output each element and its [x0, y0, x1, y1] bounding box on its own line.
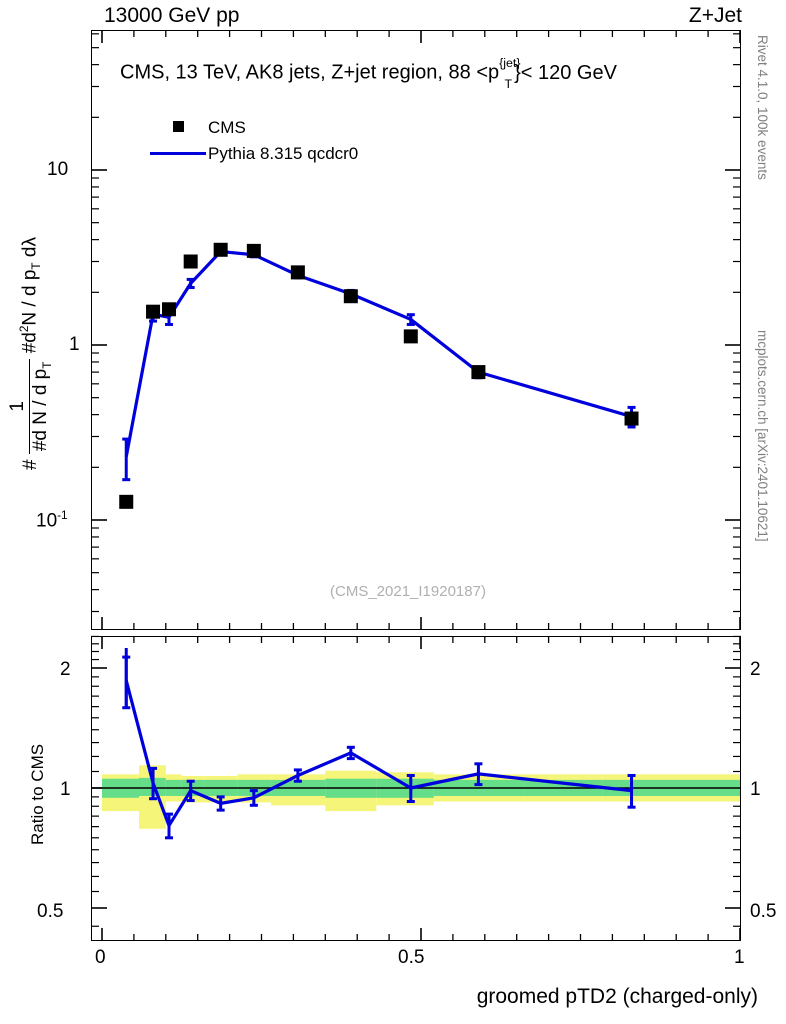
cms-data-marker [624, 411, 639, 426]
x-axis-label: groomed pTD2 (charged-only) [476, 985, 758, 1008]
square-marker-icon [148, 119, 208, 137]
header-beam-label: 13000 GeV pp [104, 4, 240, 27]
cms-data-marker [183, 254, 198, 269]
title-tail: }< 120 GeV [514, 61, 617, 84]
main-plot-frame [91, 30, 741, 630]
cms-data-marker [161, 302, 176, 317]
ratio-ytick-1-left: 1 [60, 779, 71, 800]
main-ytick-0p1: 10-1 [36, 509, 68, 532]
main-legend: CMS Pythia 8.315 qcdcr0 [148, 115, 358, 167]
ratio-ytick-0p5-left: 0.5 [37, 901, 64, 922]
line-marker-icon [148, 145, 208, 163]
cms-data-marker [471, 365, 486, 380]
xtick-0p5: 0.5 [398, 947, 425, 968]
cms-data-marker [403, 329, 418, 344]
cms-data-marker [119, 494, 134, 509]
ratio-ytick-0p5-right: 0.5 [750, 901, 777, 922]
cms-data-marker [246, 243, 261, 258]
mc-curve [124, 249, 632, 457]
main-plot-title: CMS, 13 TeV, AK8 jets, Z+jet region, 88 … [120, 56, 631, 91]
main-ytick-1: 1 [69, 334, 80, 355]
title-head: CMS, 13 TeV, AK8 jets, Z+jet region, 88 … [120, 61, 500, 84]
header-process-label: Z+Jet [688, 4, 742, 27]
cms-data-marker [146, 304, 161, 319]
cms-data-marker [290, 265, 305, 280]
ratio-curve [124, 680, 632, 828]
legend-label-cms: CMS [208, 118, 246, 137]
title-sub: T [504, 76, 513, 91]
analysis-id-watermark: (CMS_2021_I1920187) [330, 583, 486, 600]
legend-item-pythia[interactable]: Pythia 8.315 qcdcr0 [148, 141, 358, 167]
main-ytick-10: 10 [47, 159, 69, 180]
ratio-ytick-2-right: 2 [750, 659, 761, 680]
cms-data-marker [343, 289, 358, 304]
title-sup: {jet} [499, 56, 521, 70]
legend-item-cms[interactable]: CMS [148, 115, 358, 141]
ratio-ytick-2-left: 2 [60, 659, 71, 680]
legend-label-pythia: Pythia 8.315 qcdcr0 [208, 144, 359, 163]
xtick-1: 1 [734, 947, 745, 968]
cms-data-marker [213, 242, 228, 257]
ratio-ytick-1-right: 1 [750, 779, 761, 800]
xtick-0: 0 [95, 947, 106, 968]
